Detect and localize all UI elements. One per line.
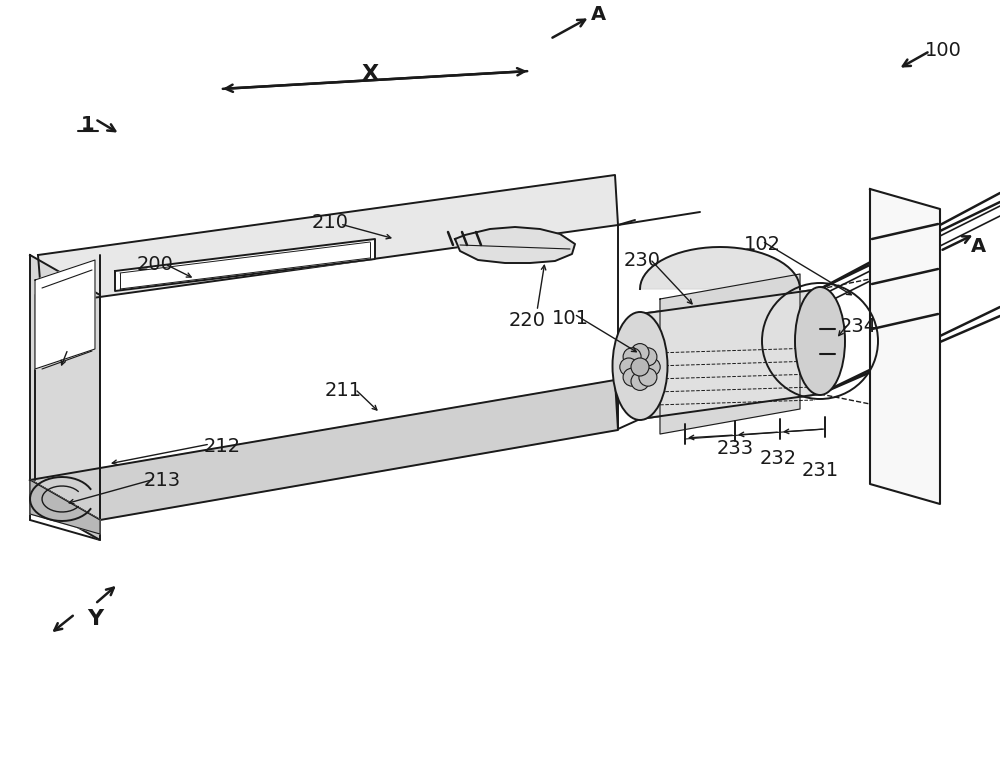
Ellipse shape [795, 287, 845, 395]
Text: 212: 212 [203, 438, 241, 457]
Polygon shape [30, 380, 618, 520]
Polygon shape [38, 175, 618, 305]
Circle shape [639, 368, 657, 386]
Text: 211: 211 [324, 381, 362, 401]
Text: 200: 200 [137, 255, 173, 274]
Polygon shape [30, 480, 100, 534]
Polygon shape [35, 260, 95, 369]
Polygon shape [30, 255, 100, 520]
Circle shape [620, 358, 638, 376]
Text: A: A [590, 5, 606, 24]
Circle shape [623, 348, 641, 366]
Polygon shape [115, 239, 375, 291]
Ellipse shape [612, 312, 668, 420]
Text: 100: 100 [925, 42, 961, 61]
Text: A: A [970, 238, 986, 257]
Text: 212: 212 [36, 339, 74, 358]
Polygon shape [870, 189, 940, 504]
Text: 213: 213 [143, 471, 181, 491]
Circle shape [623, 368, 641, 386]
Text: 101: 101 [552, 309, 588, 328]
Polygon shape [660, 274, 800, 434]
Text: 231: 231 [801, 461, 839, 481]
Circle shape [631, 344, 649, 361]
Text: B: B [828, 328, 842, 347]
Text: 232: 232 [759, 450, 797, 468]
Text: 230: 230 [624, 251, 660, 271]
Text: X: X [361, 64, 379, 84]
Text: 210: 210 [312, 212, 349, 231]
Text: 234: 234 [839, 318, 877, 337]
Text: 233: 233 [716, 438, 754, 458]
Text: 102: 102 [744, 235, 780, 254]
Circle shape [639, 348, 657, 366]
Text: 1: 1 [81, 115, 95, 134]
Circle shape [631, 372, 649, 391]
Polygon shape [640, 247, 800, 289]
Polygon shape [455, 227, 575, 263]
Circle shape [631, 358, 649, 376]
Circle shape [642, 358, 660, 376]
Polygon shape [640, 289, 820, 419]
Text: 220: 220 [509, 311, 546, 331]
Text: Y: Y [87, 609, 103, 629]
Polygon shape [30, 480, 100, 540]
